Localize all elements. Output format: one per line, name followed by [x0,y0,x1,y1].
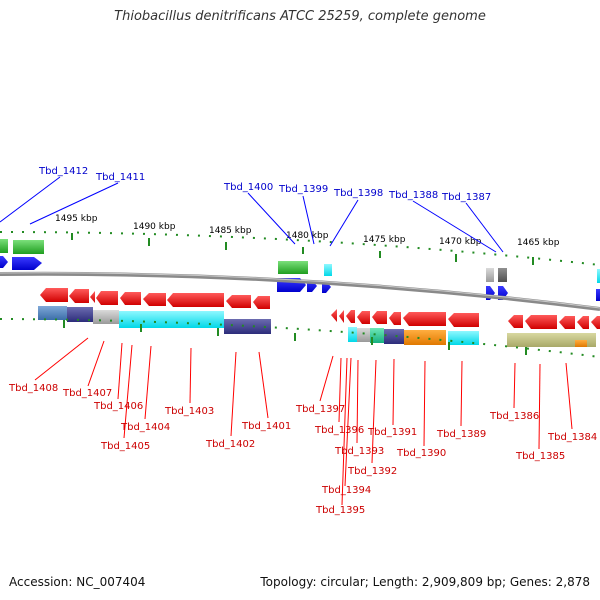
forward-labels: Tbd_1412 Tbd_1411 Tbd_1400 Tbd_1399 Tbd_… [38,166,491,203]
gene-right-edge-cds[interactable] [596,289,600,301]
genome-map: 1495 kbp 1490 kbp 1485 kbp 1480 kbp 1475… [0,166,600,516]
gene-tbd-1404-cds[interactable] [120,292,141,305]
gene-tbd-1408[interactable] [38,306,67,320]
label-tbd-1404[interactable]: Tbd_1404 [120,422,170,433]
label-tbd-1403[interactable]: Tbd_1403 [164,406,214,417]
label-tbd-1392[interactable]: Tbd_1392 [347,466,397,477]
gene-tbd-1394-cds[interactable] [357,311,370,324]
label-tbd-1405[interactable]: Tbd_1405 [100,441,150,452]
label-tbd-1397[interactable]: Tbd_1397 [295,404,345,415]
label-tbd-1386[interactable]: Tbd_1386 [489,411,539,422]
gene-tbd-1407-cds[interactable] [69,289,89,303]
gene-tbd-1384-cds[interactable] [559,316,575,329]
gene-tbd-1386[interactable] [507,333,596,347]
gene-tbd-1387[interactable] [498,268,507,282]
label-tbd-1384[interactable]: Tbd_1384 [547,432,597,443]
inner-tick-ring [0,318,600,358]
gene-tbd-1390[interactable] [404,330,446,345]
scale-label-1465: 1465 kbp [517,238,560,248]
scale-label-1470: 1470 kbp [439,237,482,247]
gene-tbd-1400[interactable] [278,261,308,274]
label-tbd-1396[interactable]: Tbd_1396 [314,425,364,436]
scale-label-1475: 1475 kbp [363,235,406,245]
reverse-leaders [34,337,573,506]
gene-tbd-1411-cds[interactable] [12,257,42,270]
label-tbd-1407[interactable]: Tbd_1407 [62,388,112,399]
reverse-gene-track [38,288,600,347]
label-tbd-1398[interactable]: Tbd_1398 [333,188,383,199]
page-title: Thiobacillus denitrificans ATCC 25259, c… [114,9,486,24]
gene-tbd-1401b-cds[interactable] [253,296,270,309]
gene-tbd-1389-cds[interactable] [448,313,479,327]
scale-labels: 1495 kbp 1490 kbp 1485 kbp 1480 kbp 1475… [55,214,560,248]
gene-tbd-1403-cds[interactable] [143,293,166,306]
label-tbd-1399[interactable]: Tbd_1399 [278,184,328,195]
genome-backbone [0,271,600,311]
gene-tbd-1391-cds[interactable] [389,312,401,325]
label-tbd-1393[interactable]: Tbd_1393 [334,446,384,457]
gene-tbd-1388[interactable] [486,268,494,282]
forward-gene-track [0,239,600,301]
label-tbd-1389[interactable]: Tbd_1389 [436,429,486,440]
gene-tbd-1407[interactable] [67,307,93,322]
gene-tbd-1405-cds[interactable] [96,291,118,305]
gene-tbd-1395[interactable] [370,328,384,343]
scale-label-1480: 1480 kbp [286,231,329,241]
label-tbd-1387[interactable]: Tbd_1387 [441,192,491,203]
scale-label-1490: 1490 kbp [133,222,176,232]
gene-tbd-1396[interactable] [357,328,370,342]
gene-tbd-1398[interactable] [324,264,332,276]
gene-tbd-1402[interactable] [224,319,271,334]
label-tbd-1401[interactable]: Tbd_1401 [241,421,291,432]
label-tbd-1395[interactable]: Tbd_1395 [315,505,365,516]
gene-tbd-1412-cds[interactable] [0,256,8,268]
gene-tbd-1411[interactable] [13,240,44,254]
label-tbd-1406[interactable]: Tbd_1406 [93,401,143,412]
accession-label: Accession: NC_007404 [9,575,146,589]
scale-label-1495: 1495 kbp [55,214,98,224]
gene-tbd-1394[interactable] [384,329,404,344]
gene-tbd-1386-cds[interactable] [508,315,523,328]
gene-tbd-1406-cds[interactable] [90,291,95,303]
forward-leaders [0,176,504,253]
inner-major-ticks [63,320,527,355]
gene-tbd-1406[interactable] [93,310,119,324]
label-tbd-1388[interactable]: Tbd_1388 [388,190,438,201]
label-tbd-1391[interactable]: Tbd_1391 [367,427,417,438]
label-tbd-1411[interactable]: Tbd_1411 [95,172,145,183]
scale-label-1485: 1485 kbp [209,226,252,236]
gene-tbd-1397-cds[interactable] [331,309,337,322]
gene-right-edge[interactable] [597,269,600,283]
label-tbd-1402[interactable]: Tbd_1402 [205,439,255,450]
label-tbd-1408[interactable]: Tbd_1408 [8,383,58,394]
gene-tbd-1384[interactable] [575,340,587,347]
gene-tbd-1389[interactable] [448,331,479,345]
label-tbd-1385[interactable]: Tbd_1385 [515,451,565,462]
gene-tbd-1393-cds[interactable] [346,310,355,323]
label-tbd-1390[interactable]: Tbd_1390 [396,448,446,459]
gene-tbd-1385-cds[interactable] [525,315,557,329]
gene-tbd-1392-cds[interactable] [372,311,387,324]
gene-tbd-1403[interactable] [119,311,224,328]
reverse-labels: Tbd_1408 Tbd_1407 Tbd_1406 Tbd_1405 Tbd_… [8,383,597,516]
label-tbd-1394[interactable]: Tbd_1394 [321,485,371,496]
gene-tbd-1384b-cds[interactable] [577,316,589,329]
label-tbd-1400[interactable]: Tbd_1400 [223,182,273,193]
genome-summary: Topology: circular; Length: 2,909,809 bp… [260,575,590,589]
genome-backbone-highlight [0,272,600,309]
gene-tbd-1402-cds[interactable] [167,293,224,307]
major-ticks [71,233,534,265]
label-tbd-1412[interactable]: Tbd_1412 [38,166,88,177]
gene-tbd-1408-cds[interactable] [40,288,68,302]
gene-tbd-1412[interactable] [0,239,8,253]
gene-tbd-1384c-cds[interactable] [591,316,600,329]
gene-tbd-1396-cds[interactable] [339,310,344,323]
gene-tbd-1390-cds[interactable] [403,312,446,326]
gene-tbd-1401-cds[interactable] [226,295,251,308]
gene-tbd-1397[interactable] [348,327,357,342]
